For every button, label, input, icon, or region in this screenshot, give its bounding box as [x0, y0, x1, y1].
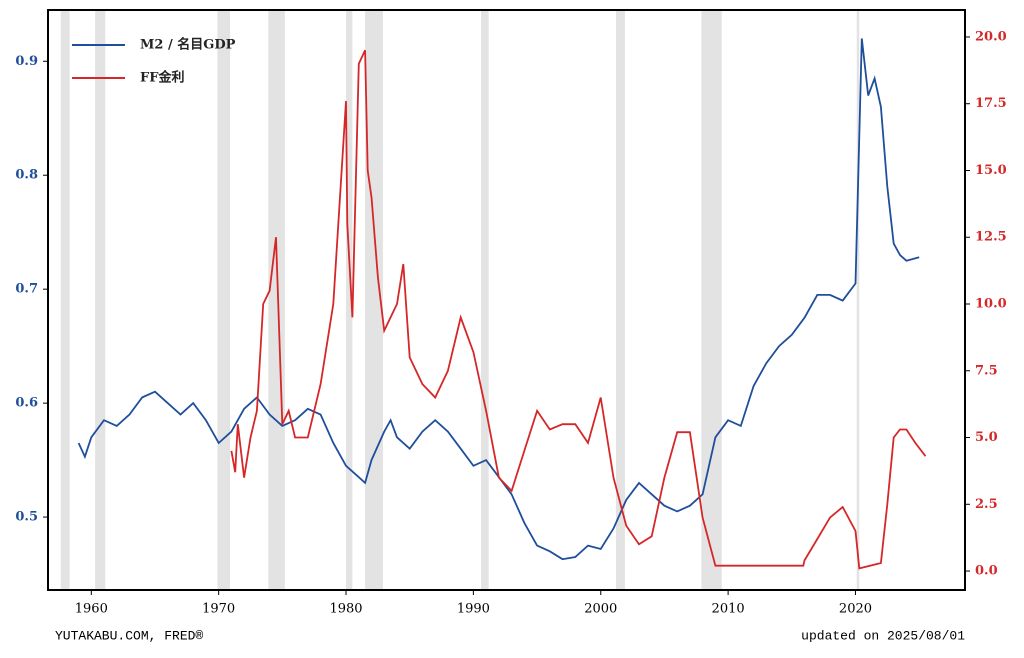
y2-tick-label: 7.5 [975, 363, 998, 378]
recession-band [60, 10, 70, 590]
y-tick-label: 0.8 [15, 168, 38, 183]
recession-band [346, 10, 353, 590]
source: YUTAKABU.COM, FRED® [55, 628, 203, 643]
y2-tick-label: 17.5 [975, 96, 1007, 111]
x-tick-label: 2020 [839, 602, 872, 617]
updated: updated on 2025/08/01 [801, 628, 965, 643]
y2-tick-label: 2.5 [975, 497, 998, 512]
plot-frame [47, 9, 966, 591]
x-tick-label: 2010 [712, 602, 745, 617]
y2-tick-label: 5.0 [975, 430, 998, 445]
y2-tick-label: 15.0 [975, 163, 1007, 178]
recession-band [217, 10, 231, 590]
y-tick-label: 0.7 [15, 282, 38, 297]
y-tick-label: 0.9 [15, 54, 38, 69]
y2-tick-label: 12.5 [975, 230, 1007, 245]
legend-label: FF金利 [140, 70, 184, 86]
x-tick-label: 1960 [75, 602, 108, 617]
y2-tick-label: 20.0 [975, 29, 1007, 44]
y2-tick-label: 10.0 [975, 297, 1007, 312]
legend-label: M2 / 名目GDP [140, 37, 236, 53]
recession-band [95, 10, 106, 590]
x-tick-label: 1970 [202, 602, 235, 617]
recession-band [701, 10, 722, 590]
y-tick-label: 0.6 [15, 396, 38, 411]
recession-band [481, 10, 489, 590]
series-line [77, 38, 920, 561]
series-line [230, 49, 927, 570]
x-tick-label: 1990 [457, 602, 490, 617]
recession-band [268, 10, 285, 590]
recession-band [856, 10, 860, 590]
recession-band [616, 10, 625, 590]
x-tick-label: 2000 [584, 602, 617, 617]
x-tick-label: 1980 [329, 602, 362, 617]
y2-tick-label: 0.0 [975, 564, 998, 579]
y-tick-label: 0.5 [15, 510, 38, 525]
